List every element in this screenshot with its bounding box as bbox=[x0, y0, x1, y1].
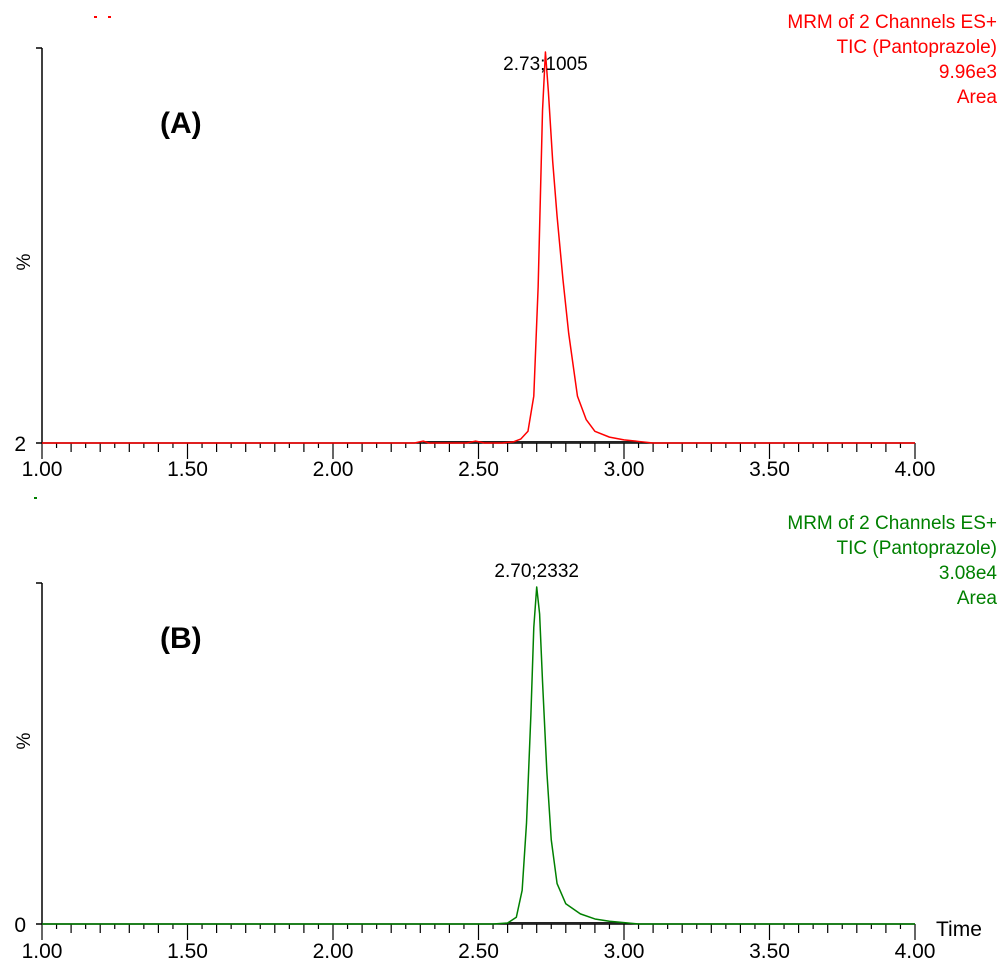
y-min-label: 2 bbox=[14, 433, 26, 456]
trace-info-line: 9.96e3 bbox=[939, 62, 997, 83]
x-tick-label: 1.00 bbox=[22, 940, 63, 963]
artifact-mark bbox=[94, 16, 97, 18]
x-tick-label: 2.00 bbox=[313, 458, 354, 481]
x-tick-label: 2.50 bbox=[458, 940, 499, 963]
x-tick-label: 4.00 bbox=[895, 458, 936, 481]
trace-info-line: TIC (Pantoprazole) bbox=[836, 37, 997, 58]
trace-info-line: 3.08e4 bbox=[939, 563, 998, 584]
x-tick-label: 3.00 bbox=[604, 458, 645, 481]
trace-info-line: MRM of 2 Channels ES+ bbox=[787, 12, 997, 33]
chromatogram-panel-b: 1.00 1.50 2.00 2.50 3.00 3.50 4.00 0% Time 2.70;2… bbox=[14, 513, 997, 963]
artifact-mark bbox=[108, 16, 111, 18]
artifact-mark bbox=[34, 497, 37, 499]
chromatogram-trace bbox=[42, 51, 915, 444]
x-tick-label: 3.50 bbox=[749, 940, 790, 963]
chromatogram-panel-a: 1.00 1.50 2.00 2.50 3.00 3.50 4.00 2% 2.73;1005 M… bbox=[14, 12, 997, 481]
x-tick-label: 4.00 bbox=[895, 940, 936, 963]
trace-info-line: Area bbox=[957, 588, 998, 609]
x-tick-label: 1.50 bbox=[167, 940, 208, 963]
y-axis-label: % bbox=[14, 732, 35, 749]
x-tick-label: 2.00 bbox=[313, 940, 354, 963]
chromatogram-trace bbox=[42, 586, 915, 925]
trace-info-line: MRM of 2 Channels ES+ bbox=[787, 513, 997, 534]
panel-label: (B) bbox=[160, 622, 202, 655]
x-tick-label: 3.00 bbox=[604, 940, 645, 963]
x-axis-label: Time bbox=[936, 918, 982, 941]
y-axis-label: % bbox=[14, 253, 35, 270]
x-tick-label: 1.50 bbox=[167, 458, 208, 481]
peak-label: 2.73;1005 bbox=[503, 54, 588, 75]
x-tick-label: 1.00 bbox=[22, 458, 63, 481]
trace-info-line: Area bbox=[957, 87, 998, 108]
peak-label: 2.70;2332 bbox=[494, 561, 579, 582]
panel-label: (A) bbox=[160, 107, 202, 140]
trace-info-line: TIC (Pantoprazole) bbox=[836, 538, 997, 559]
y-min-label: 0 bbox=[14, 914, 26, 937]
x-tick-label: 3.50 bbox=[749, 458, 790, 481]
x-tick-label: 2.50 bbox=[458, 458, 499, 481]
